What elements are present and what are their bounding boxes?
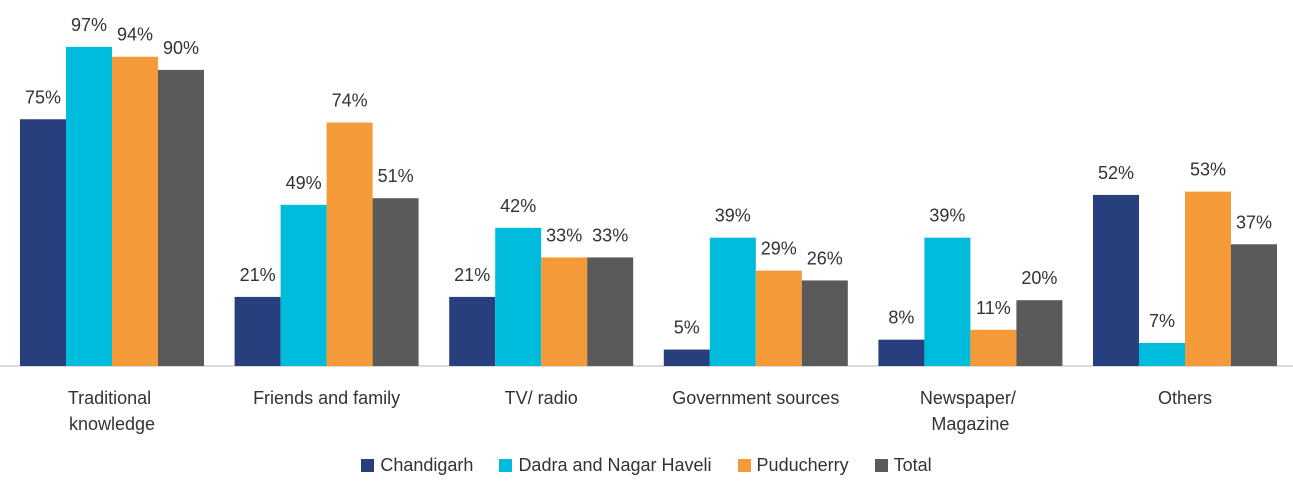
- bar: [495, 227, 542, 366]
- bar: [449, 296, 496, 366]
- legend-item: Dadra and Nagar Haveli: [499, 455, 712, 476]
- data-label: 75%: [25, 87, 61, 107]
- legend-label: Dadra and Nagar Haveli: [518, 455, 712, 475]
- data-label: 26%: [807, 248, 843, 268]
- data-label: 53%: [1190, 160, 1226, 180]
- bar: [158, 69, 204, 367]
- bar: [924, 237, 971, 366]
- x-tick-label: Others: [1158, 388, 1212, 408]
- label-line: knowledge: [69, 414, 155, 434]
- data-label: 33%: [546, 225, 582, 245]
- legend-label: Total: [893, 455, 932, 475]
- legend-swatch: [361, 459, 375, 472]
- bar: [1016, 300, 1063, 366]
- data-label: 5%: [674, 318, 700, 338]
- data-label: 20%: [1021, 268, 1057, 288]
- data-label: 74%: [332, 91, 368, 111]
- data-label: 52%: [1098, 163, 1134, 183]
- label-line: Magazine: [931, 414, 1009, 434]
- data-label: 39%: [715, 206, 751, 226]
- data-label: 42%: [500, 196, 536, 216]
- data-label: 39%: [929, 206, 965, 226]
- legend-swatch: [874, 459, 888, 472]
- data-label: 8%: [888, 308, 914, 328]
- bar: [66, 46, 112, 367]
- bar: [755, 270, 802, 366]
- bar: [234, 296, 281, 366]
- bar: [970, 329, 1017, 366]
- x-tick-label: Traditional knowledge: [68, 388, 156, 434]
- data-label: 33%: [592, 225, 628, 245]
- legend-item: Total: [874, 455, 932, 476]
- data-label: 94%: [117, 25, 153, 45]
- bar: [1231, 244, 1277, 366]
- data-label: 90%: [163, 38, 199, 58]
- label-line: Newspaper/: [920, 388, 1021, 408]
- bar: [709, 237, 756, 366]
- legend-swatch: [499, 459, 513, 472]
- x-tick-label: Government sources: [672, 388, 839, 408]
- legend-swatch: [737, 459, 751, 472]
- x-tick-label: Newspaper/ Magazine: [920, 388, 1021, 434]
- legend-item: Chandigarh: [361, 455, 473, 476]
- chart: Traditional knowledge 75% 97% 94% 90% Friends…: [0, 15, 1293, 434]
- x-tick-label: TV/ radio: [505, 388, 578, 408]
- data-label: 49%: [286, 173, 322, 193]
- bar: [541, 257, 588, 366]
- data-label: 51%: [378, 166, 414, 186]
- legend-label: Chandigarh: [380, 455, 474, 475]
- data-label: 7%: [1149, 311, 1175, 331]
- data-label: 11%: [976, 298, 1011, 318]
- bar: [1093, 194, 1139, 366]
- label-line: Traditional: [68, 388, 156, 408]
- data-label: 37%: [1236, 212, 1272, 232]
- data-label: 21%: [454, 265, 490, 285]
- data-label: 21%: [240, 265, 276, 285]
- legend: Chandigarh Dadra and Nagar Haveli Puducher…: [0, 455, 1293, 476]
- x-tick-label: Friends and family: [253, 388, 400, 408]
- bar: [1185, 191, 1231, 366]
- bar: [801, 280, 848, 366]
- bar: [372, 198, 419, 366]
- bar: [20, 119, 66, 366]
- bar: [1139, 342, 1185, 366]
- data-label: 29%: [761, 239, 797, 259]
- legend-item: Puducherry: [737, 455, 849, 476]
- bar: [878, 339, 925, 366]
- bar: [663, 349, 710, 366]
- data-label: 97%: [71, 15, 107, 35]
- bar: [112, 56, 158, 367]
- bar: [280, 204, 327, 366]
- bar: [587, 257, 634, 366]
- legend-label: Puducherry: [756, 455, 849, 475]
- bar: [326, 122, 373, 366]
